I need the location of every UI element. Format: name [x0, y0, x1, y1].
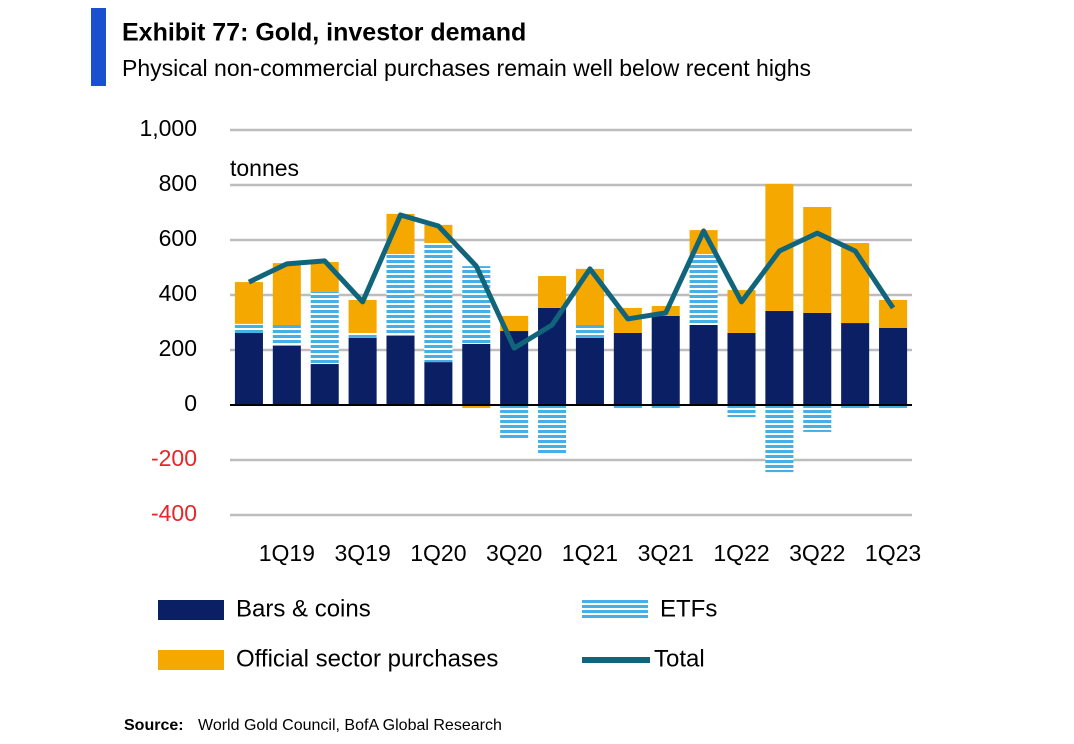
- x-tick-label: 1Q21: [562, 540, 618, 566]
- bar-segment: [727, 405, 756, 418]
- bar-segment: [310, 291, 339, 365]
- source: World Gold Council, BofA Global Research: [198, 717, 502, 734]
- bar-segment: [575, 324, 604, 338]
- legend-label: ETFs: [660, 595, 717, 622]
- bar-segment: [727, 332, 756, 405]
- bar-segment: [803, 405, 832, 432]
- bar-segment: [841, 243, 870, 324]
- y-tick-label: 600: [159, 225, 197, 251]
- y-tick-label: 800: [159, 170, 197, 196]
- bar-segment: [803, 207, 832, 313]
- y-tick-label: 0: [184, 390, 197, 416]
- bar-segment: [386, 254, 415, 336]
- bar-segment: [310, 364, 339, 405]
- source-label: Source:: [124, 717, 184, 734]
- bar-segment: [765, 405, 794, 473]
- chart-title: Exhibit 77: Gold, investor demand: [122, 19, 526, 47]
- x-tick-label: 1Q20: [410, 540, 466, 566]
- bar-segment: [879, 328, 908, 405]
- bar-segment: [841, 323, 870, 405]
- bar-segment: [272, 324, 301, 346]
- bar-segment: [386, 335, 415, 405]
- bar-segment: [462, 405, 491, 409]
- bar-segment: [272, 345, 301, 405]
- y-tick-label: 400: [159, 280, 197, 306]
- bar-segment: [689, 254, 718, 325]
- y-tick-label: 200: [159, 335, 197, 361]
- bar-segment: [575, 337, 604, 405]
- bar-segment: [613, 332, 642, 405]
- legend-swatch: [158, 650, 224, 670]
- x-tick-label: 3Q19: [334, 540, 390, 566]
- bar-segment: [234, 332, 263, 405]
- bar-segment: [348, 299, 377, 333]
- bar-segment: [538, 276, 567, 308]
- total-line: [247, 212, 896, 351]
- legend-swatch: [158, 600, 224, 620]
- bar-segment: [803, 312, 832, 405]
- bar-segment: [651, 405, 680, 409]
- bar-segment: [538, 405, 567, 456]
- y-tick-label: 1,000: [139, 115, 197, 141]
- chart-subtitle: Physical non-commercial purchases remain…: [122, 55, 811, 81]
- y-tick-label: -400: [151, 500, 197, 526]
- bar-segment: [651, 315, 680, 405]
- x-tick-label: 3Q20: [486, 540, 542, 566]
- bar-segment: [424, 243, 453, 363]
- title-accent: [91, 8, 106, 86]
- x-tick-label: 1Q22: [713, 540, 769, 566]
- legend-label: Official sector purchases: [236, 645, 498, 672]
- y-axis-label: tonnes: [230, 155, 299, 181]
- legend-label: Bars & coins: [236, 595, 371, 622]
- x-tick-label: 1Q19: [259, 540, 315, 566]
- bar-segment: [727, 290, 756, 333]
- bar-segment: [310, 262, 339, 292]
- x-tick-label: 1Q23: [865, 540, 921, 566]
- bar-segment: [234, 282, 263, 324]
- bar-segment: [462, 266, 491, 344]
- bar-segment: [689, 324, 718, 405]
- bar-segment: [500, 405, 529, 440]
- x-tick-label: 3Q22: [789, 540, 845, 566]
- x-tick-label: 3Q21: [638, 540, 694, 566]
- bar-segment: [765, 310, 794, 405]
- bar-segment: [841, 405, 870, 410]
- bar-segment: [272, 263, 301, 325]
- bar-segment: [348, 332, 377, 338]
- bar-segment: [462, 343, 491, 405]
- bar-segment: [234, 323, 263, 333]
- bar-segment: [424, 224, 453, 244]
- legend-label: Total: [654, 645, 705, 672]
- bar-segment: [879, 405, 908, 410]
- bar-segment: [613, 405, 642, 410]
- y-tick-label: -200: [151, 445, 197, 471]
- bar-segment: [575, 268, 604, 325]
- legend-swatch: [582, 600, 648, 620]
- bar-segment: [424, 362, 453, 405]
- bar-segment: [348, 337, 377, 405]
